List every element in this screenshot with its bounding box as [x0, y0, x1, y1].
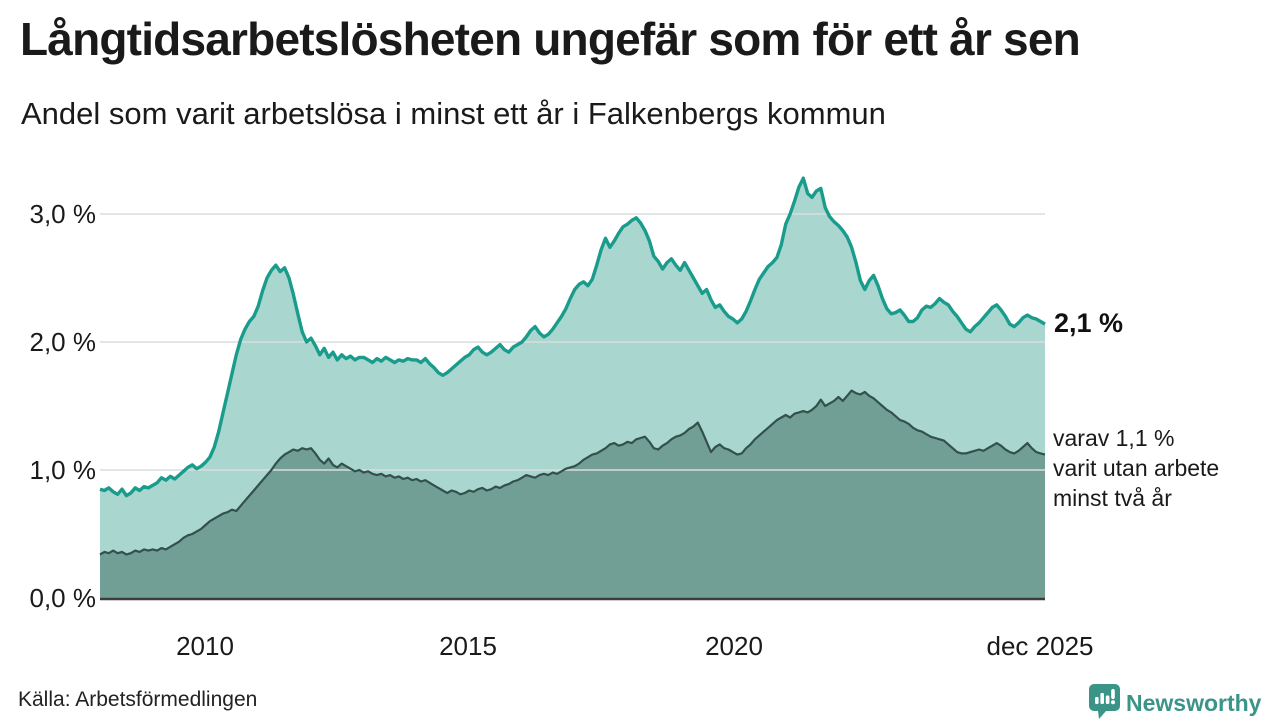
- newsworthy-brand-name: Newsworthy: [1126, 690, 1262, 716]
- y-axis-tick-2: 2,0 %: [29, 327, 97, 357]
- line-one-year: [99, 176, 1046, 498]
- page-title: Långtidsarbetslösheten ungefär som för e…: [20, 13, 1081, 65]
- chart-subtitle: Andel som varit arbetslösa i minst ett å…: [21, 96, 886, 131]
- y-axis-tick-3: 3,0 %: [29, 199, 97, 229]
- source-credit: Källa: Arbetsförmedlingen: [18, 688, 258, 711]
- annotation-line-2: varit utan arbete: [1053, 455, 1220, 481]
- y-axis-tick-1: 1,0 %: [29, 455, 97, 485]
- series-end-label-two-years: varav 1,1 % varit utan arbete minst två …: [1053, 423, 1219, 513]
- x-axis-tick-2010: 2010: [176, 631, 234, 661]
- x-axis-tick-dec-2025: dec 2025: [986, 631, 1094, 661]
- x-axis-tick-2015: 2015: [439, 631, 497, 661]
- area-two-years: [100, 390, 1045, 598]
- x-axis-tick-2020: 2020: [705, 631, 763, 661]
- annotation-line-3: minst två år: [1053, 485, 1172, 511]
- annotation-line-1: varav 1,1 %: [1053, 425, 1175, 451]
- series-end-label-one-year: 2,1 %: [1054, 308, 1124, 338]
- line-two-years: [99, 389, 1046, 556]
- y-axis-tick-0: 0,0 %: [29, 583, 97, 613]
- newsworthy-logo-icon: [1089, 684, 1120, 719]
